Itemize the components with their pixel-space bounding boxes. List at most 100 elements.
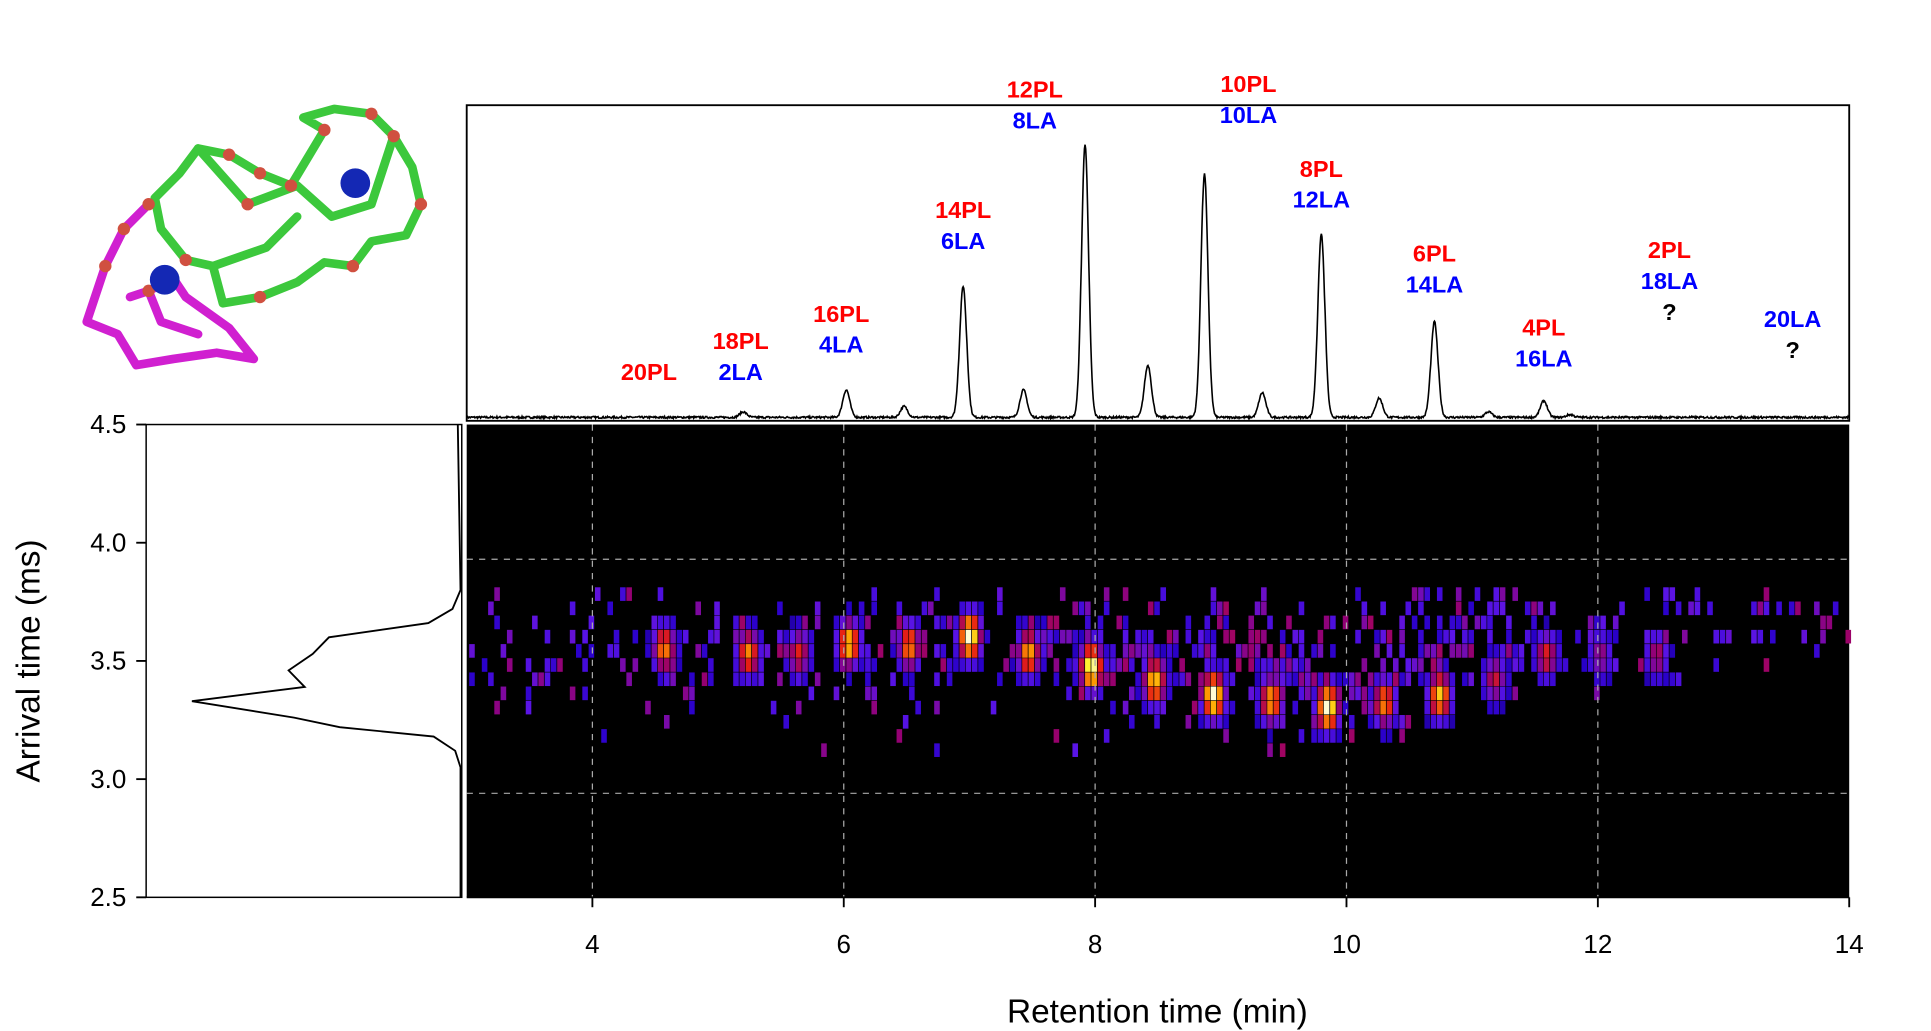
- heatmap-cell: [1430, 644, 1437, 658]
- heatmap-cell: [1801, 629, 1808, 644]
- heatmap-cell: [1606, 644, 1613, 658]
- heatmap-cell: [1053, 615, 1060, 630]
- heatmap-cell: [1443, 715, 1449, 729]
- heatmap-cell: [1424, 587, 1431, 601]
- heatmap-cell: [1304, 658, 1311, 672]
- heatmap-cell: [915, 644, 921, 658]
- heatmap-cell: [978, 615, 984, 630]
- heatmap-cell: [1323, 686, 1330, 701]
- heatmap-cell: [1034, 658, 1041, 672]
- heatmap-cell: [1449, 672, 1456, 687]
- heatmap-cell: [1418, 672, 1424, 687]
- heatmap-cell: [1261, 629, 1267, 644]
- heatmap-cell: [1261, 686, 1267, 701]
- heatmap-cell: [1204, 629, 1211, 644]
- heatmap-cell: [1336, 700, 1343, 715]
- heatmap-cell: [1078, 686, 1085, 701]
- heatmap-cell: [582, 629, 588, 644]
- heatmap-cell: [1085, 658, 1091, 672]
- oxygen-atom: [414, 198, 428, 211]
- heatmap-cell: [1644, 644, 1650, 658]
- heatmap-cell: [1166, 644, 1173, 658]
- heatmap-cell: [1135, 686, 1141, 701]
- heatmap-cell: [1141, 629, 1148, 644]
- heatmap-cell: [1487, 615, 1493, 630]
- heatmap-cell: [1078, 644, 1085, 658]
- heatmap-cell: [1462, 629, 1468, 644]
- heatmap-cell: [1663, 672, 1669, 687]
- heatmap-cell: [814, 672, 821, 687]
- heatmap-cell: [1323, 715, 1330, 729]
- heatmap-cell: [1147, 672, 1154, 687]
- y-tick-label: 3.0: [90, 764, 126, 794]
- heatmap-cell: [1141, 700, 1148, 715]
- heatmap-cells: [469, 587, 1852, 757]
- oxygen-atom: [179, 253, 192, 267]
- heatmap-cell: [802, 615, 808, 630]
- peak-label-la: 14LA: [1406, 272, 1463, 298]
- heatmap-cell: [1091, 686, 1097, 701]
- heatmap-cell: [1298, 629, 1305, 644]
- heatmap-cell: [663, 715, 670, 729]
- oxygen-atom: [365, 107, 378, 121]
- heatmap-cell: [1587, 644, 1594, 658]
- heatmap-cell: [1311, 644, 1317, 658]
- heatmap-cell: [896, 729, 903, 743]
- heatmap-cell: [1499, 700, 1506, 715]
- heatmap-cell: [651, 658, 658, 672]
- heatmap-cell: [1355, 629, 1361, 644]
- heatmap-cell: [1261, 700, 1267, 715]
- heatmap-cell: [946, 658, 953, 672]
- heatmap-cell: [1009, 658, 1016, 672]
- heatmap-cell: [909, 686, 915, 701]
- heatmap-cell: [1254, 658, 1261, 672]
- heatmap-cell: [934, 743, 940, 757]
- heatmap-cell: [1216, 715, 1223, 729]
- heatmap-cell: [1512, 644, 1519, 658]
- heatmap-cell: [959, 644, 966, 658]
- heatmap-cell: [1311, 686, 1317, 701]
- oxygen-atom: [222, 148, 236, 161]
- heatmap-cell: [701, 644, 708, 658]
- heatmap-cell: [865, 672, 871, 687]
- heatmap-cell: [1204, 658, 1211, 672]
- heatmap-cell: [1204, 715, 1211, 729]
- heatmap-cell: [1015, 658, 1022, 672]
- heatmap-cell: [657, 629, 664, 644]
- heatmap-cell: [1273, 715, 1280, 729]
- heatmap-cell: [751, 658, 758, 672]
- heatmap-cell: [1506, 672, 1512, 687]
- heatmap-cell: [997, 672, 1003, 687]
- heatmap-cell: [1713, 629, 1720, 644]
- heatmap-cell: [1248, 615, 1255, 630]
- heatmap-cell: [1468, 601, 1474, 616]
- heatmap-cell: [1154, 658, 1160, 672]
- heatmap-cell: [802, 644, 808, 658]
- heatmap-cell: [1330, 644, 1336, 658]
- heatmap-cell: [1223, 672, 1229, 687]
- heatmap-cell: [1524, 601, 1531, 616]
- heatmap-cell: [1374, 644, 1380, 658]
- heatmap-cell: [1254, 601, 1261, 616]
- heatmap-cell: [1436, 715, 1443, 729]
- heatmap-cell: [1317, 672, 1324, 687]
- heatmap-cell: [1103, 672, 1110, 687]
- heatmap-cell: [858, 629, 865, 644]
- heatmap-cell: [1374, 700, 1380, 715]
- heatmap-cell: [494, 587, 500, 601]
- heatmap-cell: [1078, 601, 1085, 616]
- heatmap-cell: [1279, 672, 1286, 687]
- heatmap-cell: [1594, 658, 1600, 672]
- peak-label-la: 2LA: [718, 359, 762, 385]
- peak-label-q: ?: [1785, 337, 1799, 363]
- heatmap-cell: [1154, 715, 1160, 729]
- heatmap-cell: [846, 644, 852, 658]
- heatmap-cell: [1041, 658, 1047, 672]
- heatmap-cell: [1216, 658, 1223, 672]
- heatmap-cell: [1198, 644, 1204, 658]
- heatmap-cell: [1198, 686, 1204, 701]
- heatmap-cell: [808, 658, 815, 672]
- y-tick-label: 4.0: [90, 527, 126, 557]
- heatmap-cell: [1751, 601, 1757, 616]
- heatmap-cell: [745, 658, 752, 672]
